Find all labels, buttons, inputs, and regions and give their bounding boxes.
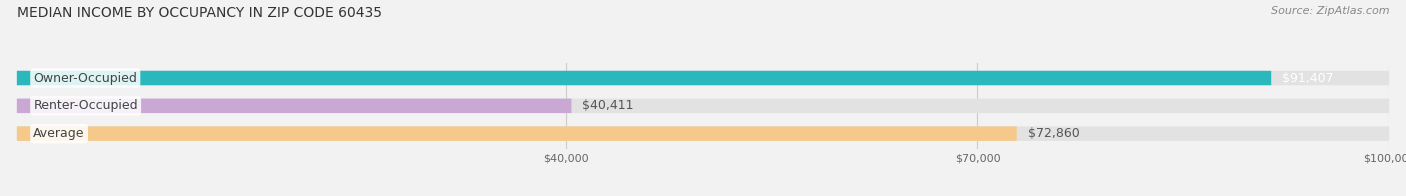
Text: $40,411: $40,411 [582,99,634,112]
Text: $91,407: $91,407 [1282,72,1334,84]
Text: MEDIAN INCOME BY OCCUPANCY IN ZIP CODE 60435: MEDIAN INCOME BY OCCUPANCY IN ZIP CODE 6… [17,6,382,20]
FancyBboxPatch shape [17,71,1389,85]
FancyBboxPatch shape [17,71,1271,85]
FancyBboxPatch shape [17,99,1389,113]
FancyBboxPatch shape [17,126,1389,141]
FancyBboxPatch shape [17,126,1017,141]
Text: Owner-Occupied: Owner-Occupied [34,72,138,84]
Text: $72,860: $72,860 [1028,127,1080,140]
Text: Average: Average [34,127,84,140]
FancyBboxPatch shape [17,99,571,113]
Text: Renter-Occupied: Renter-Occupied [34,99,138,112]
Text: Source: ZipAtlas.com: Source: ZipAtlas.com [1271,6,1389,16]
